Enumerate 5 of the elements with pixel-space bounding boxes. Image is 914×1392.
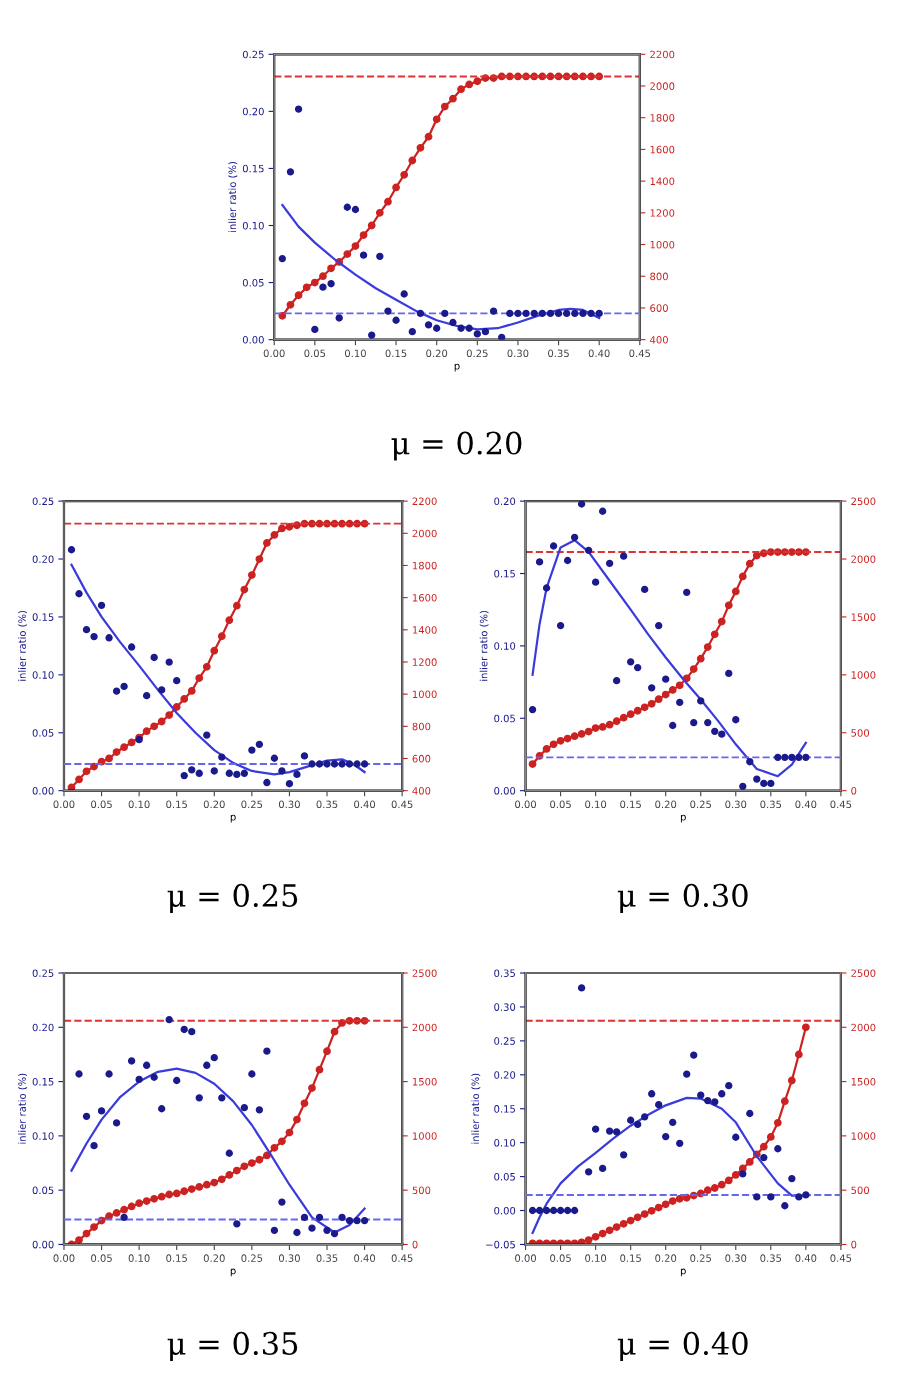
text: μ = 0.40 bbox=[617, 1331, 748, 1361]
text: μ = 0.25 bbox=[167, 883, 298, 913]
text: μ = 0.30 bbox=[617, 883, 748, 913]
text: μ = 0.35 bbox=[167, 1331, 298, 1361]
text: μ = 0.20 bbox=[391, 431, 522, 461]
